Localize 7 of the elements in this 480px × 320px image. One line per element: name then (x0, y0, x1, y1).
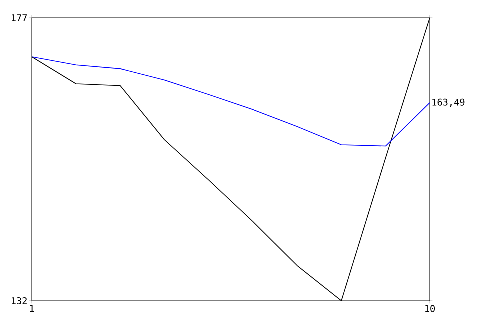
annotation: 163,49 (432, 98, 465, 108)
line-series (32, 18, 430, 302)
y-tick-label: 177 (12, 14, 28, 22)
y-tick-label: 132 (12, 297, 27, 305)
line-series (32, 56, 430, 147)
x-tick-label: 1 (30, 305, 34, 312)
x-tick-label: 10 (426, 305, 436, 312)
